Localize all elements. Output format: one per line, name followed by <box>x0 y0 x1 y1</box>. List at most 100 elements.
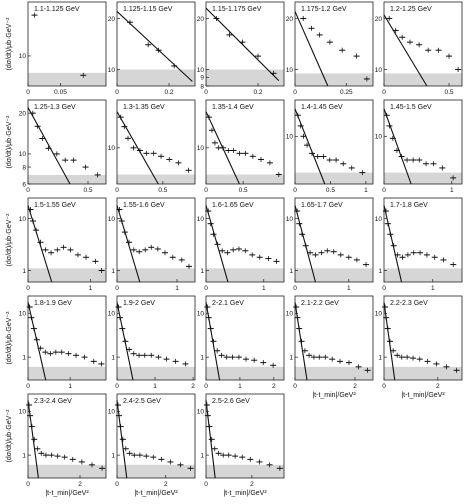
y-tick-label: 1 <box>378 354 382 361</box>
x-tick-label: 0 <box>293 187 297 194</box>
panel-energy-label: 2.3-2.4 GeV <box>34 398 72 405</box>
panel-7: 1.3-1.35 GeV 10 0 0.5 <box>108 99 196 194</box>
background-band <box>117 366 195 380</box>
y-tick-label: 10 <box>19 311 27 318</box>
x-tick-label: 0 <box>382 89 386 96</box>
background-band <box>28 464 106 478</box>
panel-energy-label: 1.125-1.15 GeV <box>123 6 173 13</box>
panel-energy-label: 1.2-1.25 GeV <box>390 6 432 13</box>
x-tick-label: 1 <box>364 187 368 194</box>
y-tick-label: 10 <box>375 311 383 318</box>
x-tick-label: 0 <box>26 481 30 488</box>
x-tick-label: 0.5 <box>83 187 92 194</box>
plot-frame <box>205 197 285 283</box>
y-tick-label: 20 <box>375 16 383 23</box>
background-band <box>295 172 373 184</box>
plot-frame <box>27 393 107 479</box>
x-tick-label: 0 <box>204 383 208 390</box>
y-tick-label: 10 <box>108 311 116 318</box>
panel-energy-label: 1.3-1.35 GeV <box>123 104 165 111</box>
y-tick-label: 10 <box>19 409 27 416</box>
panel-1: 1.1-1.125 GeV 10 0 0.05 (dσ/dt)/μb·GeV⁻² <box>6 1 107 96</box>
y-tick-label: 9 <box>200 75 204 82</box>
x-axis-label: |t-t_min|/GeV² <box>312 392 356 399</box>
y-tick-label: 1 <box>289 354 293 361</box>
x-tick-label: 0 <box>204 481 208 488</box>
y-tick-label: 1 <box>200 452 204 459</box>
y-tick-label: 1 <box>22 268 26 275</box>
y-axis-label: (dσ/dt)/μb·GeV⁻² <box>6 115 13 169</box>
background-band <box>28 366 106 380</box>
background-band <box>295 268 373 282</box>
background-band <box>206 174 284 184</box>
plot-frame <box>294 295 374 381</box>
y-tick-label: 10 <box>286 216 294 223</box>
y-tick-label: 10 <box>375 134 383 141</box>
panel-energy-label: 2.5-2.6 GeV <box>212 398 250 405</box>
panel-energy-label: 1.45-1.5 GeV <box>390 104 432 111</box>
y-tick-label: 10 <box>286 134 294 141</box>
x-tick-label: 1 <box>450 187 454 194</box>
x-tick-label: 1 <box>89 285 93 292</box>
plot-frame <box>205 99 285 185</box>
x-tick-label: 2 <box>250 481 254 488</box>
y-tick-label: 10 <box>286 67 294 74</box>
x-tick-label: 0.5 <box>239 187 248 194</box>
y-tick-label: 1 <box>378 268 382 275</box>
fit-line <box>27 205 53 283</box>
background-band <box>206 69 284 86</box>
y-axis-label: (dσ/dt)/μb·GeV⁻² <box>6 213 13 267</box>
panel-energy-label: 2.2-2.3 GeV <box>390 300 428 307</box>
fit-line <box>205 205 229 283</box>
x-tick-label: 0 <box>204 285 208 292</box>
panel-energy-label: 1.4-1.45 GeV <box>301 104 343 111</box>
panel-energy-label: 1.55-1.6 GeV <box>123 202 165 209</box>
x-tick-label: 2 <box>78 481 82 488</box>
panel-energy-label: 1.25-1.3 GeV <box>34 104 76 111</box>
y-tick-label: 6 <box>22 181 26 188</box>
fit-line <box>383 108 412 185</box>
fit-line <box>294 205 316 283</box>
y-tick-label: 20 <box>19 110 27 117</box>
x-tick-label: 0 <box>26 89 30 96</box>
panel-4: 1.175-1.2 GeV 20 10 0 0.25 <box>286 1 374 96</box>
panel-2: 1.125-1.15 GeV 20 10 0 0.2 <box>108 1 196 96</box>
x-tick-label: 2 <box>272 383 276 390</box>
y-tick-label: 8 <box>22 164 26 171</box>
x-tick-label: 0 <box>26 383 30 390</box>
x-tick-label: 0.5 <box>326 187 335 194</box>
x-tick-label: 0 <box>115 481 119 488</box>
panel-8: 1.35-1.4 GeV 10 0 0.5 <box>197 99 285 194</box>
x-tick-label: 0 <box>115 383 119 390</box>
x-tick-label: 2 <box>436 383 440 390</box>
x-tick-label: 0.5 <box>444 89 453 96</box>
panel-energy-label: 1.65-1.7 GeV <box>301 202 343 209</box>
fit-line <box>294 11 329 87</box>
y-tick-label: 8 <box>200 83 204 90</box>
background-band <box>384 268 462 282</box>
background-band <box>28 72 106 86</box>
background-band <box>117 464 195 478</box>
y-tick-label: 10 <box>375 216 383 223</box>
x-tick-label: 2 <box>191 383 195 390</box>
x-axis-label: |t-t_min|/GeV² <box>45 490 89 497</box>
background-band <box>206 268 284 282</box>
panel-energy-label: 1.9-2 GeV <box>123 300 155 307</box>
plot-frame <box>205 393 285 479</box>
background-band <box>206 464 284 478</box>
y-tick-label: 1 <box>111 452 115 459</box>
fit-line <box>116 11 193 82</box>
x-tick-label: 0.05 <box>54 89 67 96</box>
panel-6: 1.25-1.3 GeV 20 10 8 60 0.5 (dσ/dt)/μb·GeV⁻² <box>6 99 107 194</box>
panel-5: 1.2-1.25 GeV 20 10 0 0.5 <box>375 1 463 96</box>
plot-frame <box>27 295 107 381</box>
y-tick-label: 10 <box>197 311 205 318</box>
x-tick-label: 0 <box>382 285 386 292</box>
